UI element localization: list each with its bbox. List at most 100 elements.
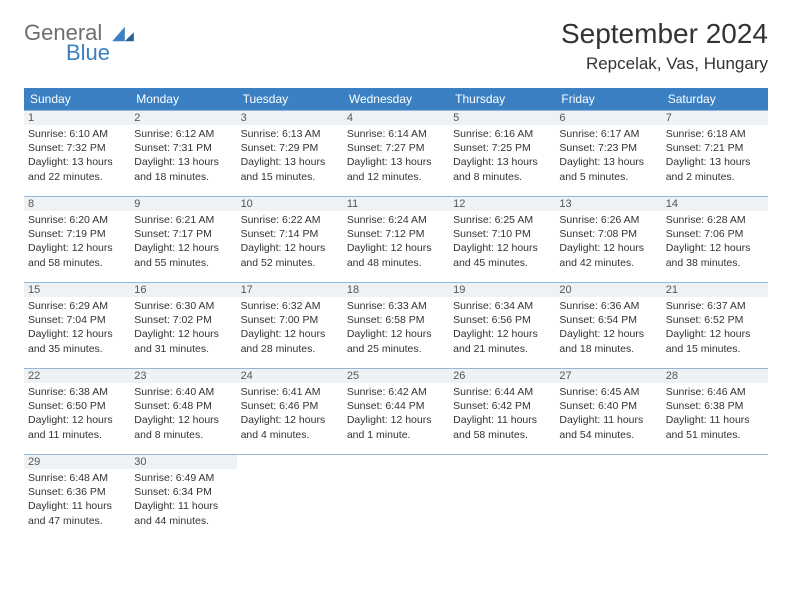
day-info: Sunrise: 6:45 AMSunset: 6:40 PMDaylight:… xyxy=(559,385,657,442)
sunrise-text: Sunrise: 6:16 AM xyxy=(453,127,551,141)
day-info: Sunrise: 6:44 AMSunset: 6:42 PMDaylight:… xyxy=(453,385,551,442)
daylight-text: Daylight: 13 hours and 12 minutes. xyxy=(347,155,445,183)
daylight-text: Daylight: 12 hours and 58 minutes. xyxy=(28,241,126,269)
sunrise-text: Sunrise: 6:24 AM xyxy=(347,213,445,227)
sunset-text: Sunset: 7:12 PM xyxy=(347,227,445,241)
day-number: 1 xyxy=(24,111,130,125)
daylight-text: Daylight: 12 hours and 31 minutes. xyxy=(134,327,232,355)
sunrise-text: Sunrise: 6:14 AM xyxy=(347,127,445,141)
day-number: 28 xyxy=(662,369,768,383)
logo-word-blue: Blue xyxy=(66,42,110,64)
day-number: 29 xyxy=(24,455,130,469)
day-info: Sunrise: 6:49 AMSunset: 6:34 PMDaylight:… xyxy=(134,471,232,528)
day-info: Sunrise: 6:32 AMSunset: 7:00 PMDaylight:… xyxy=(241,299,339,356)
day-info: Sunrise: 6:24 AMSunset: 7:12 PMDaylight:… xyxy=(347,213,445,270)
day-header: Sunday xyxy=(24,88,130,110)
daylight-text: Daylight: 11 hours and 47 minutes. xyxy=(28,499,126,527)
daylight-text: Daylight: 12 hours and 4 minutes. xyxy=(241,413,339,441)
sunset-text: Sunset: 7:27 PM xyxy=(347,141,445,155)
calendar-cell: 9Sunrise: 6:21 AMSunset: 7:17 PMDaylight… xyxy=(130,196,236,282)
daylight-text: Daylight: 13 hours and 22 minutes. xyxy=(28,155,126,183)
sunset-text: Sunset: 6:50 PM xyxy=(28,399,126,413)
calendar-cell: 2Sunrise: 6:12 AMSunset: 7:31 PMDaylight… xyxy=(130,110,236,196)
calendar-cell: 28Sunrise: 6:46 AMSunset: 6:38 PMDayligh… xyxy=(662,368,768,454)
day-number: 26 xyxy=(449,369,555,383)
title-block: September 2024 Repcelak, Vas, Hungary xyxy=(561,18,768,74)
day-number: 15 xyxy=(24,283,130,297)
sunrise-text: Sunrise: 6:21 AM xyxy=(134,213,232,227)
logo: General Blue xyxy=(24,18,134,64)
calendar-grid: SundayMondayTuesdayWednesdayThursdayFrid… xyxy=(24,88,768,540)
calendar-cell: 1 Sunrise: 6:10 AMSunset: 7:32 PMDaylight… xyxy=(24,110,130,196)
day-number: 22 xyxy=(24,369,130,383)
day-number: 23 xyxy=(130,369,236,383)
day-number: 5 xyxy=(449,111,555,125)
location: Repcelak, Vas, Hungary xyxy=(561,54,768,74)
daylight-text: Daylight: 13 hours and 15 minutes. xyxy=(241,155,339,183)
day-info: Sunrise: 6:42 AMSunset: 6:44 PMDaylight:… xyxy=(347,385,445,442)
day-header: Wednesday xyxy=(343,88,449,110)
day-info: Sunrise: 6:25 AMSunset: 7:10 PMDaylight:… xyxy=(453,213,551,270)
sunrise-text: Sunrise: 6:25 AM xyxy=(453,213,551,227)
day-number: 24 xyxy=(237,369,343,383)
calendar-cell: 5Sunrise: 6:16 AMSunset: 7:25 PMDaylight… xyxy=(449,110,555,196)
day-number: 17 xyxy=(237,283,343,297)
sunrise-text: Sunrise: 6:36 AM xyxy=(559,299,657,313)
sunrise-text: Sunrise: 6:10 AM xyxy=(28,127,126,141)
sunset-text: Sunset: 7:32 PM xyxy=(28,141,126,155)
day-number: 21 xyxy=(662,283,768,297)
day-number: 7 xyxy=(662,111,768,125)
day-info: Sunrise: 6:29 AMSunset: 7:04 PMDaylight:… xyxy=(28,299,126,356)
sunrise-text: Sunrise: 6:22 AM xyxy=(241,213,339,227)
calendar-cell: 27Sunrise: 6:45 AMSunset: 6:40 PMDayligh… xyxy=(555,368,661,454)
calendar-cell: 7Sunrise: 6:18 AMSunset: 7:21 PMDaylight… xyxy=(662,110,768,196)
daylight-text: Daylight: 12 hours and 11 minutes. xyxy=(28,413,126,441)
calendar-cell: 24 Sunrise: 6:41 AMSunset: 6:46 PMDayligh… xyxy=(237,368,343,454)
calendar-cell: 30Sunrise: 6:49 AMSunset: 6:34 PMDayligh… xyxy=(130,454,236,540)
calendar-cell: 14Sunrise: 6:28 AMSunset: 7:06 PMDayligh… xyxy=(662,196,768,282)
daylight-text: Daylight: 13 hours and 5 minutes. xyxy=(559,155,657,183)
day-info: Sunrise: 6:30 AMSunset: 7:02 PMDaylight:… xyxy=(134,299,232,356)
day-info: Sunrise: 6:12 AMSunset: 7:31 PMDaylight:… xyxy=(134,127,232,184)
sunset-text: Sunset: 7:02 PM xyxy=(134,313,232,327)
day-number: 13 xyxy=(555,197,661,211)
sunrise-text: Sunrise: 6:20 AM xyxy=(28,213,126,227)
sunrise-text: Sunrise: 6:37 AM xyxy=(666,299,764,313)
calendar-cell: 29Sunrise: 6:48 AMSunset: 6:36 PMDayligh… xyxy=(24,454,130,540)
sunset-text: Sunset: 6:36 PM xyxy=(28,485,126,499)
sunrise-text: Sunrise: 6:41 AM xyxy=(241,385,339,399)
sunrise-text: Sunrise: 6:17 AM xyxy=(559,127,657,141)
daylight-text: Daylight: 12 hours and 52 minutes. xyxy=(241,241,339,269)
calendar-cell: 10Sunrise: 6:22 AMSunset: 7:14 PMDayligh… xyxy=(237,196,343,282)
calendar-cell: 15 Sunrise: 6:29 AMSunset: 7:04 PMDayligh… xyxy=(24,282,130,368)
day-number: 14 xyxy=(662,197,768,211)
day-info: Sunrise: 6:37 AMSunset: 6:52 PMDaylight:… xyxy=(666,299,764,356)
daylight-text: Daylight: 12 hours and 55 minutes. xyxy=(134,241,232,269)
sunset-text: Sunset: 6:46 PM xyxy=(241,399,339,413)
daylight-text: Daylight: 12 hours and 1 minute. xyxy=(347,413,445,441)
daylight-text: Daylight: 12 hours and 25 minutes. xyxy=(347,327,445,355)
day-info: Sunrise: 6:33 AMSunset: 6:58 PMDaylight:… xyxy=(347,299,445,356)
sunrise-text: Sunrise: 6:49 AM xyxy=(134,471,232,485)
sunrise-text: Sunrise: 6:42 AM xyxy=(347,385,445,399)
sunrise-text: Sunrise: 6:40 AM xyxy=(134,385,232,399)
calendar-cell: 23Sunrise: 6:40 AMSunset: 6:48 PMDayligh… xyxy=(130,368,236,454)
sunset-text: Sunset: 7:08 PM xyxy=(559,227,657,241)
calendar-cell: 17 Sunrise: 6:32 AMSunset: 7:00 PMDayligh… xyxy=(237,282,343,368)
sunset-text: Sunset: 6:58 PM xyxy=(347,313,445,327)
sunrise-text: Sunrise: 6:18 AM xyxy=(666,127,764,141)
daylight-text: Daylight: 13 hours and 8 minutes. xyxy=(453,155,551,183)
header: General Blue September 2024 Repcelak, Va… xyxy=(24,18,768,74)
calendar-cell-empty xyxy=(555,454,661,540)
day-number: 6 xyxy=(555,111,661,125)
logo-text: General Blue xyxy=(24,22,110,64)
day-number: 12 xyxy=(449,197,555,211)
daylight-text: Daylight: 12 hours and 21 minutes. xyxy=(453,327,551,355)
day-number: 18 xyxy=(343,283,449,297)
calendar-cell: 20Sunrise: 6:36 AMSunset: 6:54 PMDayligh… xyxy=(555,282,661,368)
calendar-cell: 13Sunrise: 6:26 AMSunset: 7:08 PMDayligh… xyxy=(555,196,661,282)
calendar-cell-empty xyxy=(343,454,449,540)
sunset-text: Sunset: 6:54 PM xyxy=(559,313,657,327)
sunset-text: Sunset: 6:40 PM xyxy=(559,399,657,413)
day-number: 8 xyxy=(24,197,130,211)
